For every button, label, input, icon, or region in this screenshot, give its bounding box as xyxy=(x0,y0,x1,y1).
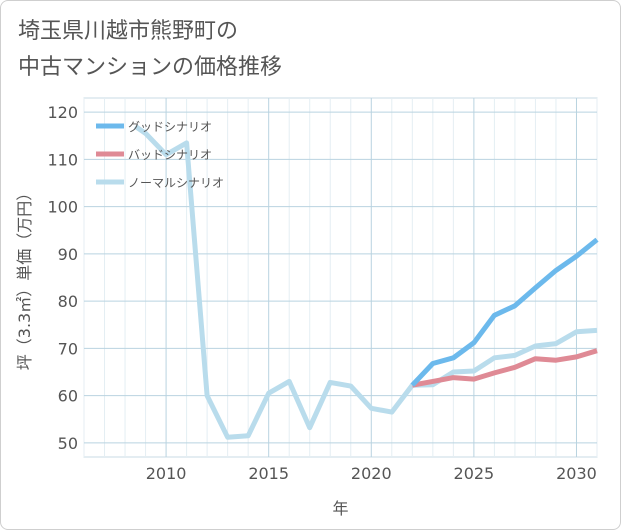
y-tick-label: 50 xyxy=(58,434,78,453)
x-tick-label: 2030 xyxy=(556,464,597,483)
series-lines xyxy=(133,124,599,440)
y-axis-label: 坪（3.3㎡）単価（万円） xyxy=(15,185,34,370)
grid xyxy=(83,97,598,458)
x-axis-label: 年 xyxy=(332,499,348,518)
y-tick-label: 60 xyxy=(58,387,78,406)
chart-title: 埼玉県川越市熊野町の 中古マンションの価格推移 xyxy=(18,14,282,86)
chart-title-line-2: 中古マンションの価格推移 xyxy=(18,55,283,80)
series-line-2 xyxy=(133,124,598,440)
tick-labels: 50 60 70 80 90 100 110 120 2010 2015 2020 2025 2030 xyxy=(47,103,596,483)
x-tick-label: 2020 xyxy=(351,464,392,483)
y-tick-label: 100 xyxy=(47,198,78,217)
y-tick-label: 120 xyxy=(47,103,78,122)
y-tick-label: 70 xyxy=(58,339,78,358)
x-tick-label: 2010 xyxy=(146,464,187,483)
chart-title-line-1: 埼玉県川越市熊野町の xyxy=(18,19,239,44)
legend-label-0: グッドシナリオ xyxy=(128,120,212,134)
series-line-0 xyxy=(410,237,599,387)
x-tick-label: 2025 xyxy=(454,464,495,483)
legend-label-2: ノーマルシナリオ xyxy=(128,176,224,190)
y-tick-label: 80 xyxy=(58,292,78,311)
legend-label-1: バッドシナリオ xyxy=(128,148,212,162)
y-tick-label: 90 xyxy=(58,245,78,264)
y-tick-label: 110 xyxy=(47,150,78,169)
x-tick-label: 2015 xyxy=(248,464,289,483)
series-line-1 xyxy=(411,348,598,388)
